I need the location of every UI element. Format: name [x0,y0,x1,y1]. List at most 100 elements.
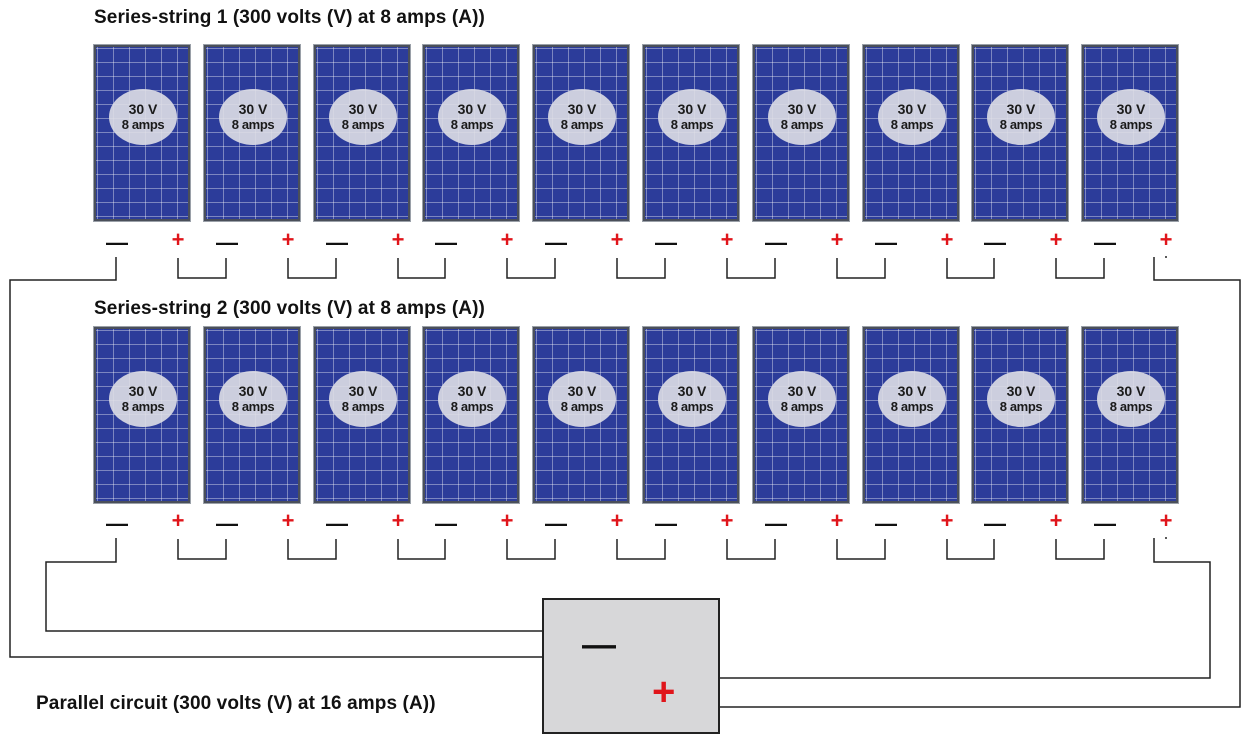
series-jumper [177,539,227,560]
panel-current: 8 amps [780,399,824,414]
negative-terminal: — [984,511,1006,536]
panel-voltage: 30 V [457,101,487,117]
panel-voltage: 30 V [238,383,268,399]
positive-terminal: + [500,227,514,252]
feed-string-1-negative [9,257,572,658]
negative-terminal: — [326,230,348,255]
panel-current: 8 amps [231,399,275,414]
panel-current: 8 amps [999,117,1043,132]
panel-voltage: 30 V [567,101,597,117]
series-jumper [177,258,227,279]
panel-current: 8 amps [1109,117,1153,132]
panel-current: 8 amps [231,117,275,132]
series-jumper [287,258,337,279]
series-jumper [726,258,776,279]
positive-terminal: + [940,227,954,252]
panel-voltage: 30 V [457,383,487,399]
positive-terminal: + [830,508,844,533]
panel-current: 8 amps [999,399,1043,414]
negative-terminal: — [655,511,677,536]
series-string-2-title: Series-string 2 (300 volts (V) at 8 amps… [94,298,485,319]
panel-current: 8 amps [670,117,714,132]
series-jumper [836,539,886,560]
series-jumper [1055,258,1105,279]
panel-voltage: 30 V [1116,383,1146,399]
panel-voltage: 30 V [1006,383,1036,399]
series-jumper [506,539,556,560]
positive-terminal: + [1159,227,1173,252]
panel-voltage: 30 V [128,101,158,117]
feed-string-1-positive [700,257,1241,708]
series-jumper [1055,539,1105,560]
inverter-box [542,598,720,734]
positive-terminal: + [940,508,954,533]
panel-voltage: 30 V [567,383,597,399]
panel-current: 8 amps [890,117,934,132]
negative-terminal: — [875,230,897,255]
panel-current: 8 amps [1109,399,1153,414]
feed-string-2-negative [45,538,572,632]
parallel-circuit-label: Parallel circuit (300 volts (V) at 16 am… [36,693,436,714]
positive-terminal: + [830,227,844,252]
panel-current: 8 amps [560,399,604,414]
series-jumper [397,258,446,279]
positive-terminal: + [171,227,185,252]
panel-voltage: 30 V [348,101,378,117]
inverter-positive-terminal: + [652,670,676,714]
series-string-1-title: Series-string 1 (300 volts (V) at 8 amps… [94,7,485,28]
positive-terminal: + [281,227,295,252]
positive-terminal: + [610,227,624,252]
panel-current: 8 amps [450,399,494,414]
negative-terminal: — [216,230,238,255]
panel-voltage: 30 V [1006,101,1036,117]
series-jumper [506,258,556,279]
negative-terminal: — [216,511,238,536]
panel-current: 8 amps [341,399,385,414]
panel-current: 8 amps [560,117,604,132]
negative-terminal: — [435,511,457,536]
positive-terminal: + [391,508,405,533]
positive-terminal: + [720,508,734,533]
positive-terminal: + [500,508,514,533]
positive-terminal: + [720,227,734,252]
series-jumpers-string-2 [177,537,1167,560]
positive-terminal: + [1159,508,1173,533]
positive-terminal: + [391,227,405,252]
negative-terminal: — [106,511,128,536]
panel-current: 8 amps [121,117,165,132]
